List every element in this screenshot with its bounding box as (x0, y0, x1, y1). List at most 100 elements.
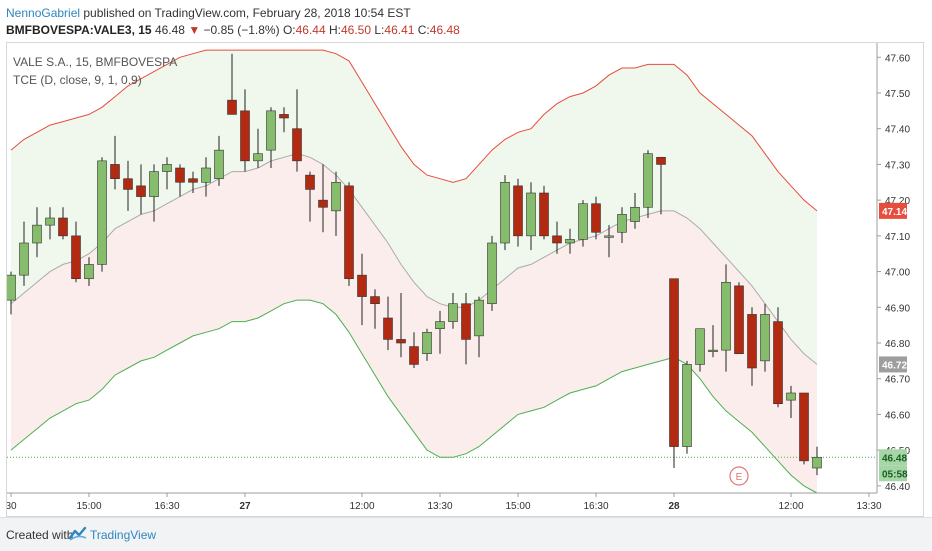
candle-body (643, 153, 653, 208)
candle-body (123, 178, 133, 190)
candle (747, 307, 757, 386)
candle (448, 293, 458, 329)
candle-body (708, 349, 718, 352)
last-price: 46.48 (154, 23, 185, 37)
candle (435, 310, 445, 354)
upper-band-tag-bg (879, 202, 907, 219)
x-tick-label: 12:00 (778, 501, 803, 512)
x-tick-label: 15:00 (76, 501, 101, 512)
candle-body (370, 296, 380, 305)
chart-area[interactable]: E 46.4046.5046.6046.7046.8046.9047.0047.… (6, 42, 924, 517)
close-label: C: (417, 23, 430, 37)
candle-body (110, 164, 120, 180)
symbol-name[interactable]: BMFBOVESPA:VALE3, 15 (6, 23, 152, 37)
candle (32, 207, 42, 258)
candle (227, 53, 237, 115)
candle-body (149, 171, 159, 197)
candle (513, 178, 523, 247)
author-link[interactable]: NennoGabriel (6, 6, 81, 20)
candle-body (331, 181, 341, 212)
y-tick-label: 47.60 (885, 53, 910, 64)
candle-body (565, 239, 575, 244)
candle-body (604, 235, 614, 238)
candle (799, 392, 809, 465)
mid-line (10, 153, 818, 365)
candle (604, 225, 614, 258)
last-price-tag-bg (879, 449, 907, 466)
candle-body (591, 203, 601, 233)
candle-body (162, 164, 172, 172)
candle (578, 200, 588, 247)
candle (591, 196, 601, 240)
x-tick-label: 15:00 (505, 501, 530, 512)
candle-body (240, 110, 250, 162)
countdown-tag-bg (879, 465, 907, 482)
candle-body (487, 242, 497, 305)
candle-body (539, 192, 549, 237)
x-tick-label: 16:30 (583, 501, 608, 512)
y-tick-label: 46.90 (885, 303, 910, 314)
candle-body (747, 314, 757, 369)
low-label: L: (374, 23, 385, 37)
lower-band-fill (11, 153, 817, 493)
candle (396, 293, 406, 358)
candle (240, 89, 250, 172)
candle-body (7, 274, 16, 301)
candle-body (786, 392, 796, 401)
event-marker-label: E (736, 472, 743, 483)
down-arrow-icon: ▼ (188, 23, 201, 37)
candle (656, 156, 666, 215)
symbol-line: BMFBOVESPA:VALE3, 15 46.48 ▼ −0.85 (−1.8… (6, 23, 460, 37)
price-chart[interactable]: E 46.4046.5046.6046.7046.8046.9047.0047.… (7, 43, 923, 516)
y-tick-label: 46.70 (885, 375, 910, 386)
last-price-tag: 46.48 (879, 449, 907, 466)
tradingview-brand[interactable]: TradingView (90, 528, 157, 542)
candle (162, 157, 172, 190)
x-tick-label: 13:30 (427, 501, 452, 512)
countdown-tag-text: 05:58 (882, 469, 908, 480)
candle (45, 207, 55, 240)
candle-body (383, 317, 393, 340)
candle-body (552, 235, 562, 244)
tradingview-logo-icon[interactable] (68, 526, 88, 547)
candle (175, 164, 185, 197)
candle (487, 235, 497, 311)
x-tick-label: 27 (239, 501, 251, 512)
publish-line: NennoGabriel published on TradingView.co… (6, 6, 411, 20)
candle-body (435, 321, 445, 330)
candle (279, 107, 289, 133)
candle-body (695, 328, 705, 365)
candle-body (656, 156, 666, 165)
event-marker-icon (729, 466, 749, 486)
candle (84, 257, 94, 286)
close-value: 46.48 (429, 23, 460, 37)
candle (708, 325, 718, 358)
candle-body (292, 128, 302, 162)
upper-band-tag: 47.14 (879, 202, 907, 219)
candle-body (721, 281, 731, 351)
candle-body (175, 167, 185, 183)
x-tick-label: 28 (668, 501, 680, 512)
published-text: published on TradingView.com, February 2… (80, 6, 411, 20)
candle-body (266, 110, 276, 151)
candle-body (97, 160, 107, 265)
candle (97, 157, 107, 272)
created-with-text: Created with (6, 528, 74, 542)
candle (461, 293, 471, 365)
x-tick-label: 16:30 (154, 501, 179, 512)
x-tick-label: 13:30 (856, 501, 881, 512)
candle (695, 328, 705, 372)
countdown-tag: 05:58 (879, 465, 908, 482)
candle (110, 135, 120, 190)
candle (383, 296, 393, 351)
candle (643, 150, 653, 218)
candle (422, 328, 432, 361)
candle (565, 228, 575, 254)
candle (617, 207, 627, 243)
candle (7, 271, 16, 315)
upper-band-line (10, 49, 818, 212)
last-price-tag-text: 46.48 (882, 453, 907, 464)
y-tick-label: 46.80 (885, 339, 910, 350)
high-label: H: (329, 23, 341, 37)
mid-line-tag-text: 46.72 (882, 360, 907, 371)
